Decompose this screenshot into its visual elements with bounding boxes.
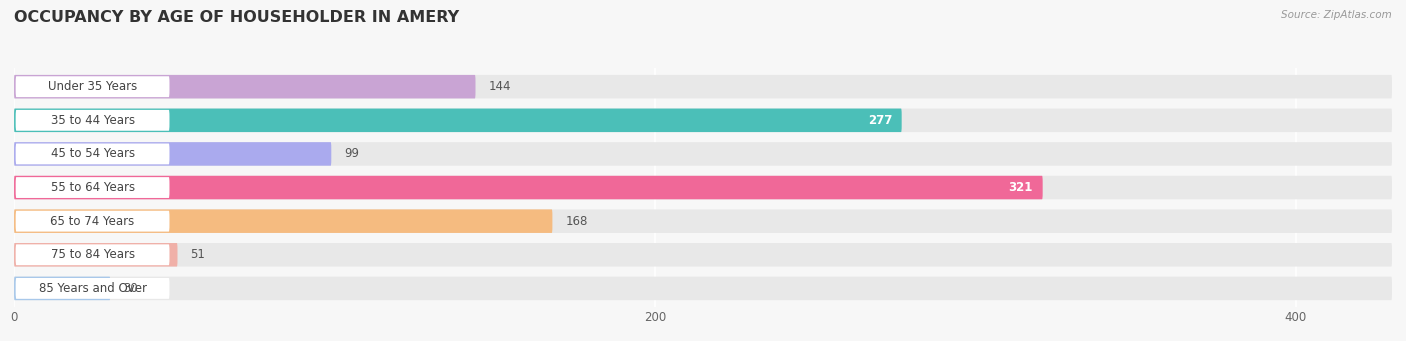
FancyBboxPatch shape — [15, 110, 170, 131]
Text: 45 to 54 Years: 45 to 54 Years — [51, 147, 135, 160]
Text: 35 to 44 Years: 35 to 44 Years — [51, 114, 135, 127]
Text: 85 Years and Over: 85 Years and Over — [38, 282, 146, 295]
Text: 277: 277 — [868, 114, 891, 127]
FancyBboxPatch shape — [14, 108, 901, 132]
Text: 168: 168 — [565, 215, 588, 228]
Text: 55 to 64 Years: 55 to 64 Years — [51, 181, 135, 194]
Text: 321: 321 — [1008, 181, 1033, 194]
Text: Under 35 Years: Under 35 Years — [48, 80, 138, 93]
FancyBboxPatch shape — [14, 142, 1392, 166]
FancyBboxPatch shape — [15, 278, 170, 299]
Text: 144: 144 — [488, 80, 510, 93]
FancyBboxPatch shape — [14, 108, 1392, 132]
FancyBboxPatch shape — [14, 75, 1392, 99]
FancyBboxPatch shape — [15, 211, 170, 232]
FancyBboxPatch shape — [14, 277, 1392, 300]
FancyBboxPatch shape — [14, 176, 1392, 199]
FancyBboxPatch shape — [15, 177, 170, 198]
FancyBboxPatch shape — [14, 142, 332, 166]
FancyBboxPatch shape — [14, 243, 1392, 267]
FancyBboxPatch shape — [14, 176, 1043, 199]
Text: 99: 99 — [344, 147, 359, 160]
FancyBboxPatch shape — [14, 243, 177, 267]
FancyBboxPatch shape — [14, 277, 110, 300]
FancyBboxPatch shape — [14, 209, 1392, 233]
FancyBboxPatch shape — [14, 75, 475, 99]
FancyBboxPatch shape — [15, 76, 170, 97]
Text: 51: 51 — [190, 248, 205, 261]
Text: 30: 30 — [122, 282, 138, 295]
Text: 75 to 84 Years: 75 to 84 Years — [51, 248, 135, 261]
FancyBboxPatch shape — [15, 244, 170, 265]
Text: OCCUPANCY BY AGE OF HOUSEHOLDER IN AMERY: OCCUPANCY BY AGE OF HOUSEHOLDER IN AMERY — [14, 10, 460, 25]
Text: 65 to 74 Years: 65 to 74 Years — [51, 215, 135, 228]
Text: Source: ZipAtlas.com: Source: ZipAtlas.com — [1281, 10, 1392, 20]
FancyBboxPatch shape — [15, 144, 170, 164]
FancyBboxPatch shape — [14, 209, 553, 233]
